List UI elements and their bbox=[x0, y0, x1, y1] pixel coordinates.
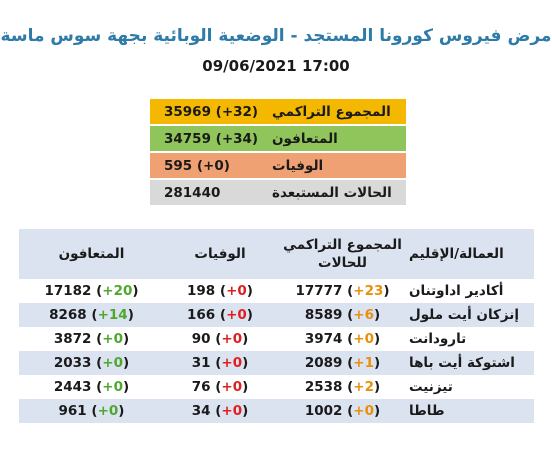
total-cell: 1002 (+0) bbox=[304, 403, 381, 419]
header-recovered: المتعافون bbox=[58, 246, 125, 262]
total-cell: 17777 (+23) bbox=[295, 283, 390, 299]
recovered-value: 3872 bbox=[53, 331, 92, 347]
total-value: 3974 bbox=[304, 331, 343, 347]
deaths-cell: 198 (+0) bbox=[187, 283, 253, 299]
table-row: 17182 (+20) 198 (+0) 17777 (+23) أكادير ادا… bbox=[19, 279, 534, 303]
deaths-value: 34 bbox=[191, 403, 211, 419]
summary-label: المجموع التراكمي bbox=[272, 103, 391, 120]
deaths-value: 166 bbox=[187, 307, 216, 323]
total-value: 8589 bbox=[304, 307, 343, 323]
recovered-cell: 3872 (+0) bbox=[53, 331, 130, 347]
recovered-increase: +0 bbox=[97, 403, 119, 419]
header-region: العمالة/الإقليم bbox=[409, 246, 504, 262]
total-increase: +1 bbox=[353, 355, 374, 371]
header-total-line2: للحالات bbox=[318, 255, 367, 271]
total-value: 2089 bbox=[304, 355, 343, 371]
total-increase: +23 bbox=[353, 283, 384, 299]
table-body: 17182 (+20) 198 (+0) 17777 (+23) أكادير ادا… bbox=[19, 279, 534, 423]
region-name: إنزكان أيت ملول bbox=[409, 307, 519, 323]
report-datetime: 09/06/2021 17:00 bbox=[202, 57, 350, 75]
total-cell: 2538 (+2) bbox=[304, 379, 381, 395]
total-cell: 8589 (+6) bbox=[304, 307, 381, 323]
recovered-value: 2443 bbox=[53, 379, 92, 395]
summary-value: 281440 bbox=[164, 184, 221, 201]
page-title: مرض فيروس كورونا المستجد - الوضعية الوبا… bbox=[0, 26, 552, 46]
region-name: طاطا bbox=[409, 403, 445, 419]
table-row: 2443 (+0) 76 (+0) 2538 (+2) تيزنيت bbox=[19, 375, 534, 399]
deaths-value: 90 bbox=[191, 331, 211, 347]
total-cell: 2089 (+1) bbox=[304, 355, 381, 371]
region-name: تيزنيت bbox=[409, 379, 453, 395]
deaths-cell: 90 (+0) bbox=[191, 331, 249, 347]
total-increase: +0 bbox=[353, 403, 374, 419]
table-row: 8268 (+14) 166 (+0) 8589 (+6) إنزكان أيت مل… bbox=[19, 303, 534, 327]
recovered-value: 2033 bbox=[53, 355, 92, 371]
summary-value: 595 (+0) bbox=[164, 157, 230, 174]
total-increase: +0 bbox=[353, 331, 374, 347]
table-row: 2033 (+0) 31 (+0) 2089 (+1) اشتوكة أيت باها bbox=[19, 351, 534, 375]
summary-label: الوفيات bbox=[272, 157, 324, 174]
recovered-cell: 17182 (+20) bbox=[44, 283, 139, 299]
deaths-increase: +0 bbox=[221, 331, 243, 347]
header-total-line1: المجموع التراكمي bbox=[283, 237, 402, 253]
deaths-increase: +0 bbox=[226, 283, 247, 299]
summary-label: الحالات المستبعدة bbox=[272, 184, 392, 201]
regions-table: المتعافون الوفيات المجموع التراكمي للحال… bbox=[19, 229, 534, 423]
deaths-value: 76 bbox=[191, 379, 211, 395]
total-increase: +2 bbox=[353, 379, 374, 395]
summary-value: 34759 (+34) bbox=[164, 130, 259, 147]
deaths-increase: +0 bbox=[221, 355, 243, 371]
deaths-value: 31 bbox=[191, 355, 211, 371]
recovered-cell: 8268 (+14) bbox=[49, 307, 134, 323]
deaths-increase: +0 bbox=[221, 379, 243, 395]
recovered-cell: 2443 (+0) bbox=[53, 379, 130, 395]
recovered-value: 17182 bbox=[44, 283, 92, 299]
total-increase: +6 bbox=[353, 307, 374, 323]
summary-box: 35969 (+32) المجموع التراكمي 34759 (+34)… bbox=[150, 99, 406, 207]
deaths-value: 198 bbox=[187, 283, 216, 299]
recovered-value: 8268 bbox=[49, 307, 87, 323]
summary-label: المتعافون bbox=[272, 130, 338, 147]
total-value: 17777 bbox=[295, 283, 343, 299]
summary-value: 35969 (+32) bbox=[164, 103, 259, 120]
summary-row-excluded: 281440 الحالات المستبعدة bbox=[150, 180, 406, 205]
deaths-cell: 76 (+0) bbox=[191, 379, 249, 395]
recovered-cell: 961 (+0) bbox=[58, 403, 125, 419]
total-cell: 3974 (+0) bbox=[304, 331, 381, 347]
deaths-cell: 34 (+0) bbox=[191, 403, 249, 419]
deaths-cell: 31 (+0) bbox=[191, 355, 249, 371]
summary-row-recovered: 34759 (+34) المتعافون bbox=[150, 126, 406, 151]
summary-row-total: 35969 (+32) المجموع التراكمي bbox=[150, 99, 406, 124]
recovered-value: 961 bbox=[58, 403, 87, 419]
total-value: 1002 bbox=[304, 403, 343, 419]
recovered-cell: 2033 (+0) bbox=[53, 355, 130, 371]
table-row: 3872 (+0) 90 (+0) 3974 (+0) تارودانت bbox=[19, 327, 534, 351]
deaths-increase: +0 bbox=[226, 307, 247, 323]
header-total: المجموع التراكمي للحالات bbox=[276, 229, 409, 279]
header-deaths: الوفيات bbox=[194, 246, 246, 262]
deaths-increase: +0 bbox=[221, 403, 243, 419]
region-name: أكادير اداوتنان bbox=[409, 283, 504, 299]
recovered-increase: +0 bbox=[102, 379, 123, 395]
recovered-increase: +20 bbox=[102, 283, 133, 299]
recovered-increase: +0 bbox=[102, 331, 123, 347]
table-row: 961 (+0) 34 (+0) 1002 (+0) طاطا bbox=[19, 399, 534, 423]
recovered-increase: +0 bbox=[102, 355, 123, 371]
recovered-increase: +14 bbox=[97, 307, 128, 323]
region-name: اشتوكة أيت باها bbox=[409, 355, 515, 371]
region-name: تارودانت bbox=[409, 331, 467, 347]
deaths-cell: 166 (+0) bbox=[187, 307, 253, 323]
summary-row-deaths: 595 (+0) الوفيات bbox=[150, 153, 406, 178]
table-header: المتعافون الوفيات المجموع التراكمي للحال… bbox=[19, 229, 534, 279]
total-value: 2538 bbox=[304, 379, 343, 395]
